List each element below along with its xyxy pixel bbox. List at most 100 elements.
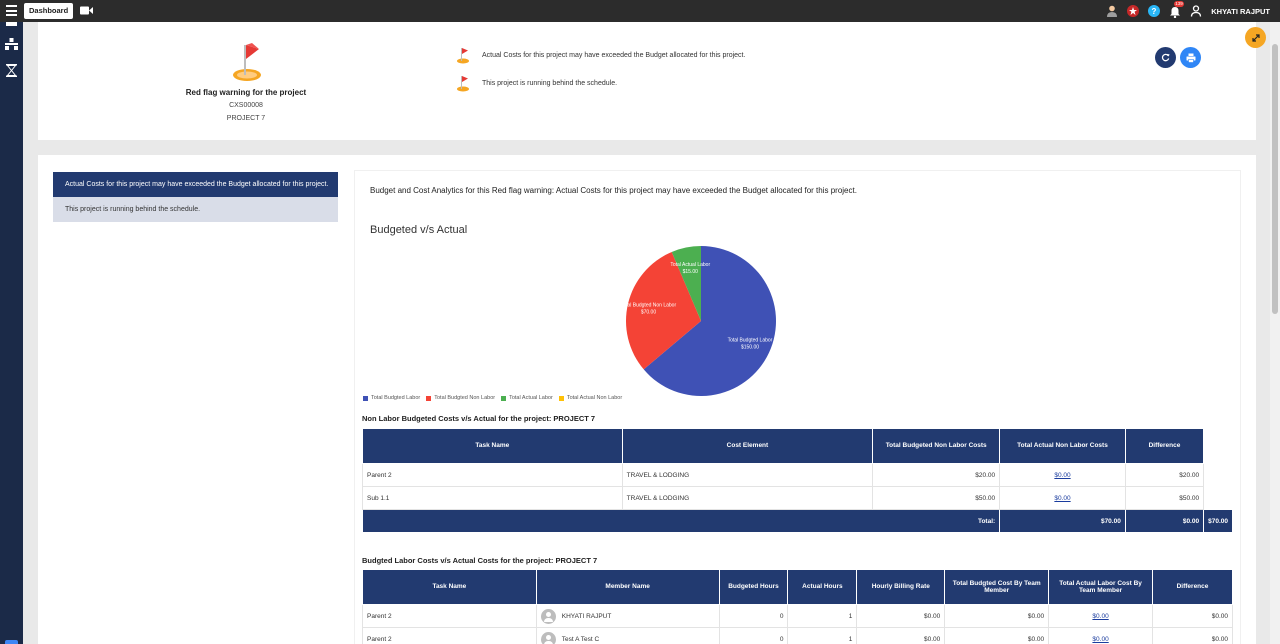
slice-label: Total Budgted Non Labor — [621, 302, 677, 308]
task-name: Parent 2 — [362, 463, 623, 487]
analytics-card: Actual Costs for this project may have e… — [38, 155, 1256, 644]
labor-table: Task Name Member Name Budgeted Hours Act… — [362, 569, 1233, 644]
difference: $0.00 — [1152, 604, 1233, 628]
task-name: Sub 1.1 — [362, 486, 623, 510]
labor-title: Budgted Labor Costs v/s Actual Costs for… — [362, 556, 598, 565]
print-button[interactable] — [1180, 47, 1201, 68]
member-name: Test A Test C — [561, 635, 600, 643]
budget-cost: $0.00 — [944, 604, 1050, 628]
project-tree-icon[interactable] — [5, 38, 18, 51]
hourglass-icon[interactable] — [5, 64, 18, 77]
legend-item[interactable]: Total Budgted Non Labor — [426, 395, 495, 401]
refresh-button[interactable] — [1155, 47, 1176, 68]
legend-label: Total Budgted Non Labor — [434, 395, 496, 401]
avatar — [540, 631, 556, 644]
username[interactable]: KHYATI RAJPUT — [1211, 6, 1270, 16]
pie-slice[interactable] — [643, 246, 777, 396]
budget-cost: $20.00 — [872, 463, 1001, 487]
actual-hours: 1 — [787, 604, 858, 628]
red-flag-icon — [457, 48, 469, 64]
project-name: PROJECT 7 — [226, 115, 266, 122]
legend-swatch — [558, 395, 564, 401]
svg-text:?: ? — [1152, 7, 1157, 16]
legend-swatch — [501, 395, 507, 401]
task-name: Parent 2 — [362, 627, 537, 644]
pie-slice[interactable] — [671, 246, 701, 321]
budget-cost: $0.00 — [944, 627, 1050, 644]
column-header: Budgeted Hours — [718, 569, 789, 605]
sidebar-menu-icon[interactable] — [5, 22, 18, 35]
legend-swatch — [426, 395, 432, 401]
slice-value: $70.00 — [641, 309, 657, 315]
difference: $0.00 — [1152, 627, 1233, 644]
flag-title: Red flag warning for the project — [185, 88, 307, 97]
user-tie-icon[interactable] — [1106, 5, 1118, 17]
analytics-title: Budget and Cost Analytics for this Red f… — [370, 186, 857, 195]
video-camera-icon[interactable] — [80, 6, 93, 15]
printer-icon — [1186, 53, 1195, 63]
warning-list: Actual Costs for this project may have e… — [53, 172, 338, 222]
user-icon[interactable] — [1190, 5, 1202, 17]
actual-cost-link[interactable]: $0.00 — [1048, 627, 1153, 644]
warning-list-item[interactable]: Actual Costs for this project may have e… — [53, 172, 338, 197]
star-icon[interactable] — [1127, 5, 1140, 17]
cost-element: TRAVEL & LODGING — [621, 463, 874, 487]
billing-rate: $0.00 — [856, 604, 946, 628]
column-header: Total Budgted Cost By Team Member — [944, 569, 1050, 605]
slice-value: $15.00 — [683, 269, 699, 275]
legend-item[interactable]: Total Actual Non Labor — [558, 395, 623, 401]
budget-pie-chart: Total Budgted Labor$150.00 Total Budgted … — [621, 246, 777, 396]
menu-icon[interactable] — [6, 4, 17, 17]
actual-hours: 1 — [787, 627, 858, 644]
dashboard-button[interactable]: Dashboard — [24, 3, 74, 19]
task-name: Parent 2 — [362, 604, 537, 628]
actual-cost-link[interactable]: $0.00 — [999, 486, 1126, 510]
column-header: Member Name — [535, 569, 720, 605]
column-header: Task Name — [362, 569, 537, 605]
warning-list-item[interactable]: This project is running behind the sched… — [53, 197, 338, 222]
budgeted-hours: 0 — [718, 627, 789, 644]
member-cell: Test A Test C — [535, 627, 720, 644]
warning-row: Actual Costs for this project may have e… — [456, 47, 745, 64]
top-navbar: Dashboard ? 139 KHYATI RAJPUT — [0, 0, 1280, 22]
column-header: Actual Hours — [787, 569, 858, 605]
legend-item[interactable]: Total Budgted Labor — [363, 395, 420, 401]
legend-label: Total Actual Non Labor — [566, 395, 623, 401]
slice-label: Total Actual Labor — [670, 262, 710, 268]
slice-value: $150.00 — [741, 345, 759, 351]
chart-title: Budgeted v/s Actual — [370, 224, 468, 236]
chart-legend: Total Budgted Labor Total Budgted Non Lab… — [363, 395, 622, 401]
total-row: Total: $70.00 $0.00 $70.00 — [361, 509, 1233, 533]
column-header: Total Actual Non Labor Costs — [999, 428, 1126, 464]
column-header: Total Budgeted Non Labor Costs — [872, 428, 1001, 464]
pie-slice[interactable] — [626, 251, 701, 370]
notification-badge: 139 — [1174, 1, 1184, 7]
legend-item[interactable]: Total Actual Labor — [501, 395, 553, 401]
legend-swatch — [363, 395, 368, 401]
expand-button[interactable] — [1245, 27, 1266, 48]
total-actual: $0.00 — [1124, 509, 1205, 533]
non-labor-title: Non Labor Budgeted Costs v/s Actual for … — [362, 414, 596, 423]
billing-rate: $0.00 — [856, 627, 946, 644]
warning-text: This project is running behind the sched… — [482, 80, 618, 87]
project-code: CXS00008 — [229, 102, 263, 109]
chat-badge-icon[interactable] — [5, 640, 18, 644]
table-row: Sub 1.1 TRAVEL & LODGING $50.00 $0.00 $5… — [362, 486, 1233, 510]
total-difference: $70.00 — [1203, 509, 1233, 533]
analytics-panel: Budget and Cost Analytics for this Red f… — [354, 170, 1241, 644]
column-header: Cost Element — [621, 428, 874, 464]
page-scrollbar[interactable] — [1270, 22, 1280, 644]
column-header: Task Name — [362, 428, 623, 464]
scrollbar-thumb[interactable] — [1272, 44, 1278, 314]
actual-cost-link[interactable]: $0.00 — [1048, 604, 1153, 628]
legend-label: Total Budgted Labor — [371, 395, 421, 401]
total-label: Total: — [361, 509, 1001, 533]
budgeted-hours: 0 — [718, 604, 789, 628]
warning-row: This project is running behind the sched… — [456, 75, 617, 92]
red-flag-icon — [457, 76, 469, 92]
actual-cost-link[interactable]: $0.00 — [999, 463, 1126, 487]
difference: $50.00 — [1124, 486, 1205, 510]
legend-label: Total Actual Labor — [509, 395, 553, 401]
notification-bell-icon[interactable]: 139 — [1169, 1, 1184, 19]
help-icon[interactable]: ? — [1148, 5, 1161, 17]
